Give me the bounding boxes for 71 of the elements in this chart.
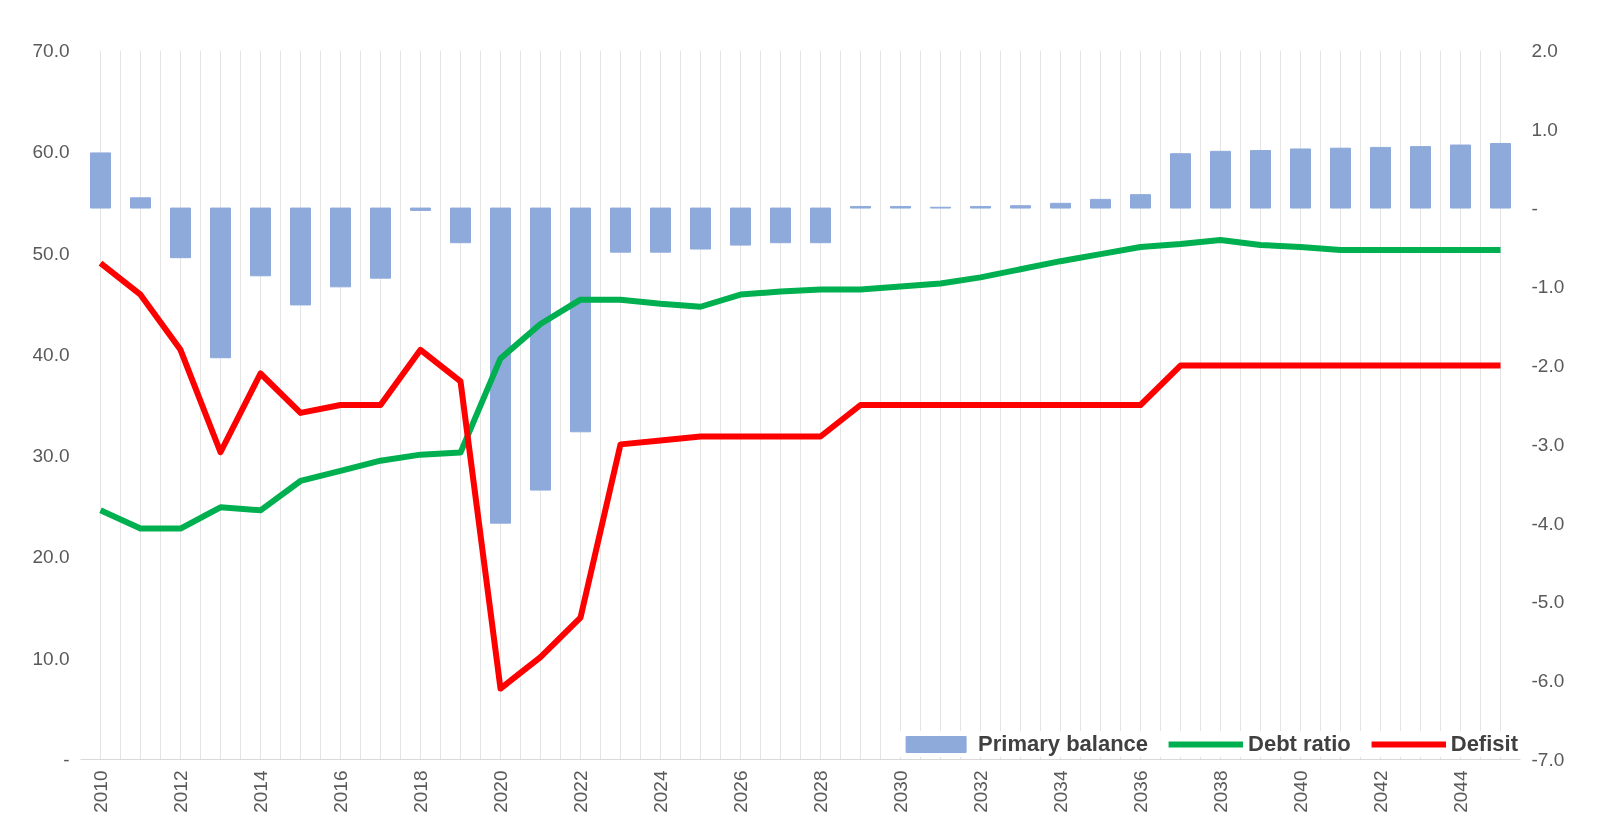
x-tick-label: 2016 xyxy=(330,770,351,813)
bar xyxy=(1010,205,1031,209)
y2-tick-label: - xyxy=(1531,197,1538,219)
x-tick-label: 2040 xyxy=(1290,770,1311,813)
bar xyxy=(1330,147,1351,209)
bar xyxy=(1170,153,1191,209)
x-tick-label: 2044 xyxy=(1450,770,1471,813)
x-tick-label: 2028 xyxy=(810,770,831,813)
bar xyxy=(250,207,271,277)
x-tick-label: 2010 xyxy=(90,770,111,813)
bar xyxy=(1450,144,1471,209)
legend-label: Primary balance xyxy=(978,731,1149,757)
x-tick-label: 2034 xyxy=(1050,770,1071,813)
bar xyxy=(210,207,231,359)
bar xyxy=(90,152,111,209)
y-tick-label: 10.0 xyxy=(32,647,70,669)
y-tick-label: 60.0 xyxy=(32,141,70,163)
bar xyxy=(1250,150,1271,209)
y2-tick-label: -4.0 xyxy=(1531,512,1565,534)
bar xyxy=(130,197,151,209)
x-tick-label: 2018 xyxy=(410,770,431,813)
x-tick-label: 2026 xyxy=(730,770,751,813)
y2-tick-label: -2.0 xyxy=(1531,355,1565,377)
bar xyxy=(370,207,391,279)
bar xyxy=(1090,198,1111,209)
legend-label: Defisit xyxy=(1450,731,1518,757)
x-tick-label: 2020 xyxy=(490,770,511,813)
x-tick-label: 2022 xyxy=(570,770,591,813)
x-tick-label: 2038 xyxy=(1210,770,1231,813)
y-tick-label: 50.0 xyxy=(32,242,70,264)
bar xyxy=(450,207,471,244)
y-tick-label: - xyxy=(63,749,70,770)
y-tick-label: 70.0 xyxy=(32,40,70,61)
bar xyxy=(530,207,551,491)
x-tick-label: 2012 xyxy=(170,770,191,813)
bar xyxy=(490,207,511,524)
x-tick-label: 2030 xyxy=(890,770,911,813)
y-tick-label: 20.0 xyxy=(32,546,70,568)
bar xyxy=(330,207,351,288)
y2-tick-label: 1.0 xyxy=(1531,118,1558,140)
x-tick-label: 2014 xyxy=(250,770,271,813)
bar xyxy=(1370,146,1391,209)
x-tick-label: 2042 xyxy=(1370,770,1391,813)
y-tick-label: 40.0 xyxy=(32,343,70,365)
x-tick-label: 2036 xyxy=(1130,770,1151,813)
y-tick-label: 30.0 xyxy=(32,445,70,467)
y2-tick-label: 2.0 xyxy=(1531,40,1558,61)
legend-label: Debt ratio xyxy=(1248,731,1351,757)
y2-tick-label: -3.0 xyxy=(1531,433,1565,455)
bar xyxy=(570,207,591,433)
y2-tick-label: -6.0 xyxy=(1531,670,1565,692)
bar xyxy=(1050,202,1071,209)
x-tick-label: 2032 xyxy=(970,770,991,813)
bar xyxy=(810,207,831,244)
y2-tick-label: -5.0 xyxy=(1531,591,1565,613)
bar xyxy=(1490,142,1511,209)
bar xyxy=(610,207,631,253)
bar xyxy=(1410,146,1431,209)
bar xyxy=(410,207,431,211)
bar xyxy=(690,207,711,250)
y2-tick-label: -7.0 xyxy=(1531,749,1565,770)
bar xyxy=(1290,148,1311,209)
bar xyxy=(290,207,311,306)
bar xyxy=(1130,194,1151,209)
bar xyxy=(650,207,671,253)
y2-tick-label: -1.0 xyxy=(1531,276,1565,298)
bar xyxy=(770,207,791,244)
bar xyxy=(1210,150,1231,209)
bar xyxy=(730,207,751,246)
bar xyxy=(170,207,191,259)
x-tick-label: 2024 xyxy=(650,770,671,813)
